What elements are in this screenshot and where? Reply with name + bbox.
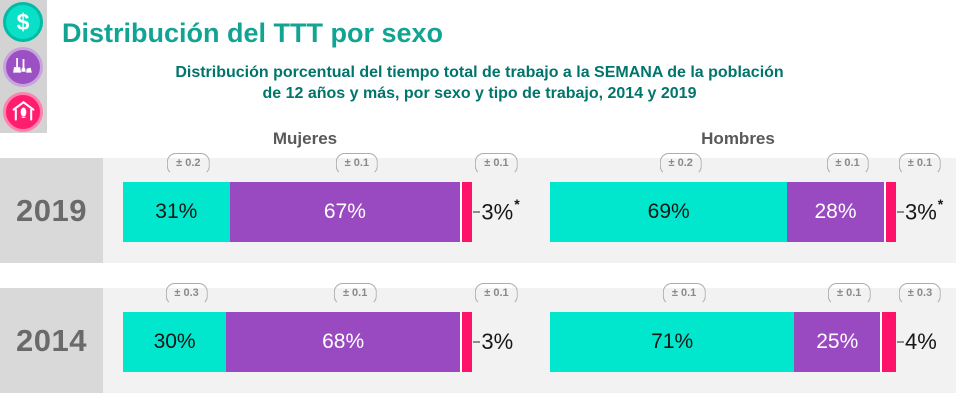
money-icon: $ [3, 2, 43, 42]
page-title: Distribución del TTT por sexo [62, 18, 444, 48]
moe-annotation: ± 0.3 [165, 283, 208, 305]
bar-group-hombres-2014: ± 0.1 ± 0.1 ± 0.3 71% 25% 4% [550, 283, 956, 393]
bar-segment [885, 182, 896, 242]
moe-annotation: ± 0.3 [898, 283, 942, 305]
bar-segment: 69% [550, 182, 788, 242]
column-header-mujeres: Mujeres [272, 129, 338, 148]
bar-segment [882, 312, 896, 372]
bar-segment [462, 312, 473, 372]
moe-annotation: ± 0.2 [659, 153, 702, 175]
moe-annotation: ± 0.1 [475, 283, 518, 305]
stacked-bar-hombres-2014: 71% 25% 4% [550, 312, 937, 372]
cleaning-tools-glyph [13, 58, 32, 73]
stacked-bar-hombres-2019: 69% 28% 3%* [550, 182, 944, 242]
icon-strip: $ [0, 0, 47, 133]
leader-line [473, 211, 481, 213]
bar-group-mujeres-2014: ± 0.3 ± 0.1 ± 0.1 30% 68% 3% [123, 283, 553, 393]
chart-subtitle-line2: de 12 años y más, por sexo y tipo de tra… [262, 85, 697, 102]
dollar-glyph: $ [16, 8, 30, 35]
leader-line [896, 211, 904, 213]
column-header-hombres: Hombres [701, 129, 775, 148]
bar-segment [462, 182, 473, 242]
moe-annotation: ± 0.1 [335, 153, 379, 175]
stacked-bar-mujeres-2019: 31% 67% 3%* [123, 182, 520, 242]
leader-line [896, 341, 904, 343]
segment-value-label: 3%* [481, 196, 520, 225]
year-row-2014: 2014 ± 0.3 ± 0.1 ± 0.1 30% 68% 3% ± 0.1 ± 0.1 ±… [0, 283, 956, 393]
segment-gap [460, 182, 463, 242]
moe-annotation: ± 0.1 [898, 153, 942, 175]
bar-segment: 28% [787, 182, 884, 242]
segment-value-label: 3% [481, 329, 514, 354]
year-label-2014: 2014 [0, 288, 103, 393]
house-corn-icon [3, 92, 43, 132]
moe-annotation: ± 0.2 [167, 153, 210, 175]
stacked-bar-mujeres-2014: 30% 68% 3% [123, 312, 513, 372]
moe-annotation: ± 0.1 [333, 283, 377, 305]
segment-value-label: 4% [904, 329, 937, 354]
bar-segment: 25% [794, 312, 881, 372]
moe-annotation: ± 0.1 [828, 283, 871, 305]
year-label-2019: 2019 [0, 158, 103, 263]
bar-segment: 68% [226, 312, 461, 372]
footnote-asterisk: * [514, 196, 520, 213]
bar-segment: 31% [123, 182, 230, 242]
house-corn-glyph [12, 100, 34, 121]
bar-group-mujeres-2019: ± 0.2 ± 0.1 ± 0.1 31% 67% 3%* [123, 153, 553, 263]
bar-segment: 71% [550, 312, 795, 372]
chart-subtitle-line1: Distribución porcentual del tiempo total… [175, 64, 784, 81]
cleaning-tools-icon [3, 47, 43, 87]
bar-segment: 67% [229, 182, 461, 242]
segment-gap [880, 312, 883, 372]
segment-gap [460, 312, 463, 372]
chart-subtitle: Distribución porcentual del tiempo total… [47, 62, 912, 104]
moe-annotation: ± 0.1 [475, 153, 518, 175]
segment-gap [883, 182, 886, 242]
bar-segment: 30% [123, 312, 227, 372]
bar-group-hombres-2019: ± 0.2 ± 0.1 ± 0.1 69% 28% 3%* [550, 153, 956, 263]
leader-line [473, 341, 481, 343]
segment-value-label: 3%* [904, 196, 944, 225]
year-row-2019: 2019 ± 0.2 ± 0.1 ± 0.1 31% 67% 3%* ± 0.2 ± 0.1… [0, 153, 956, 263]
footnote-asterisk: * [937, 196, 944, 213]
moe-annotation: ± 0.1 [662, 283, 706, 305]
moe-annotation: ± 0.1 [826, 153, 869, 175]
